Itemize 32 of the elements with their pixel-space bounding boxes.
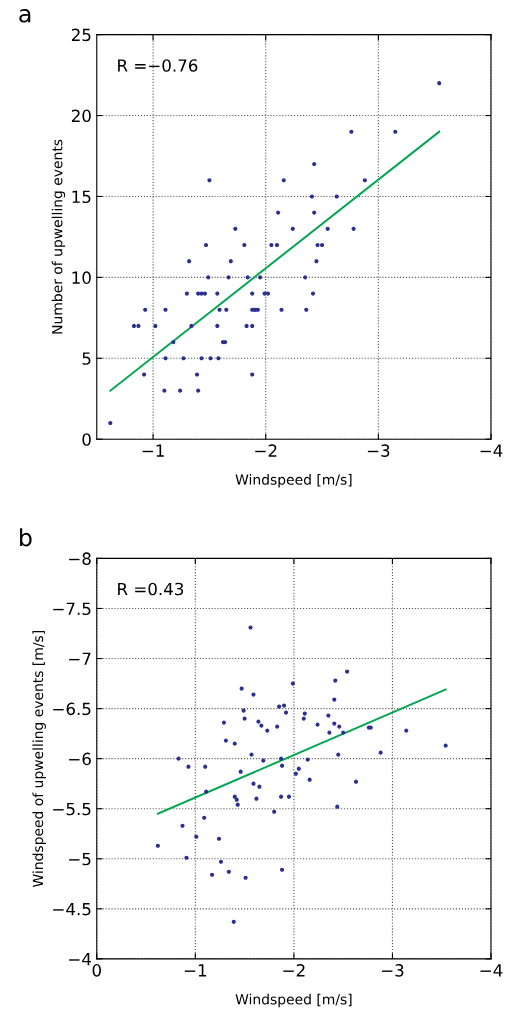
- y-tick-label: −6.5: [53, 702, 91, 716]
- y-tick-label: 15: [72, 190, 91, 204]
- annotation: R =0.43: [118, 582, 184, 596]
- y-tick-label: 0: [82, 433, 91, 446]
- y-axis-title: Number of upwelling events: [51, 139, 66, 334]
- x-axis-title: Windspeed [m/s]: [235, 474, 352, 488]
- y-tick-label: −5.5: [53, 802, 91, 816]
- y-tick-label: −4: [69, 953, 91, 966]
- annotation: R =−0.76: [118, 59, 198, 72]
- x-tick-label: −4: [480, 964, 503, 977]
- chart-title: b: [20, 528, 32, 547]
- y-tick-label: −5: [69, 852, 91, 866]
- x-axis-title: Windspeed [m/s]: [235, 993, 352, 1008]
- y-tick-label: 20: [71, 109, 91, 123]
- x-tick-label: 0: [92, 964, 101, 977]
- y-tick-label: −6: [69, 752, 91, 766]
- y-tick-label: 5: [82, 352, 91, 365]
- x-tick-label: −2: [255, 444, 277, 457]
- x-tick-label: −3: [367, 444, 390, 457]
- x-tick-label: −3: [381, 964, 404, 977]
- x-tick-label: −1: [184, 964, 207, 977]
- y-tick-label: −8: [69, 552, 91, 565]
- x-tick-label: −2: [283, 964, 305, 977]
- y-axis-title: Windspeed of upwelling events [m/s]: [32, 630, 46, 888]
- y-tick-label: −7: [69, 652, 91, 665]
- y-tick-label: 25: [71, 28, 91, 42]
- y-tick-label: −7.5: [53, 602, 91, 616]
- x-tick-label: −4: [480, 444, 503, 457]
- y-tick-label: 10: [72, 271, 91, 284]
- x-tick-label: −1: [142, 444, 164, 457]
- chart-title: a: [19, 9, 31, 23]
- y-tick-label: −4.5: [53, 903, 91, 916]
